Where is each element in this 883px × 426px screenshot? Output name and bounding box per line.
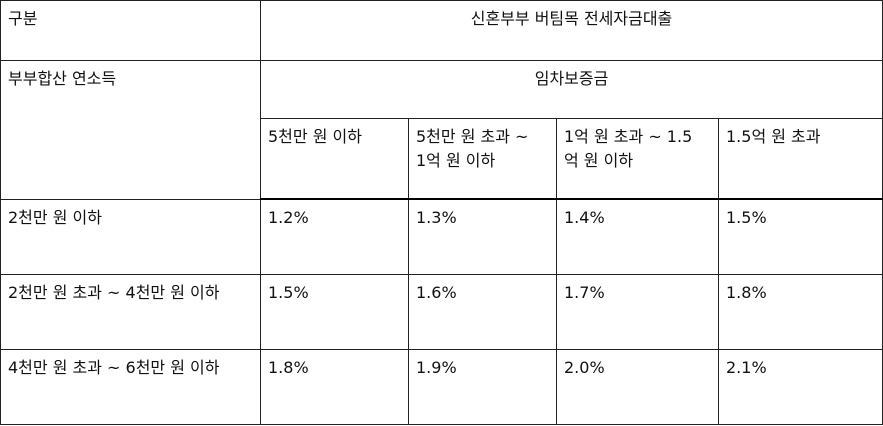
rate-cell: 2.0% bbox=[556, 349, 719, 425]
rate-cell: 1.5% bbox=[717, 198, 883, 275]
income-cell: 2천만 원 이하 bbox=[0, 198, 261, 275]
rate-cell: 1.4% bbox=[556, 198, 719, 275]
data-row: 2천만 원 이하 1.2% 1.3% 1.4% 1.5% bbox=[0, 198, 883, 275]
rate-cell: 1.9% bbox=[408, 349, 557, 425]
rate-cell: 1.6% bbox=[408, 274, 557, 350]
rate-cell: 2.1% bbox=[717, 349, 883, 425]
category-label: 구분 bbox=[0, 0, 261, 61]
loan-title: 신혼부부 버팀목 전세자금대출 bbox=[259, 0, 883, 61]
rate-cell: 1.2% bbox=[260, 198, 409, 275]
header-row: 구분 신혼부부 버팀목 전세자금대출 bbox=[0, 0, 883, 61]
income-cell: 2천만 원 초과 ~ 4천만 원 이하 bbox=[0, 274, 261, 350]
rate-cell: 1.8% bbox=[260, 349, 409, 425]
rate-cell: 1.8% bbox=[717, 274, 883, 350]
data-row: 4천만 원 초과 ~ 6천만 원 이하 1.8% 1.9% 2.0% 2.1% bbox=[0, 349, 883, 425]
header-row: 부부합산 연소득 임차보증금 bbox=[0, 60, 883, 200]
deposit-column: 5천만 원 초과 ~ 1억 원 이하 bbox=[408, 118, 557, 200]
income-cell: 4천만 원 초과 ~ 6천만 원 이하 bbox=[0, 349, 261, 425]
data-row: 2천만 원 초과 ~ 4천만 원 이하 1.5% 1.6% 1.7% 1.8% bbox=[0, 274, 883, 350]
deposit-column: 5천만 원 이하 bbox=[260, 118, 409, 200]
rate-cell: 1.7% bbox=[556, 274, 719, 350]
rate-cell: 1.3% bbox=[408, 198, 557, 275]
deposit-label: 임차보증금 bbox=[259, 60, 883, 119]
rate-cell: 1.5% bbox=[260, 274, 409, 350]
income-label: 부부합산 연소득 bbox=[0, 60, 261, 200]
header-row: 5천만 원 이하 5천만 원 초과 ~ 1억 원 이하 1억 원 초과 ~ 1.… bbox=[1, 118, 883, 200]
deposit-column: 1.5억 원 초과 bbox=[717, 118, 883, 200]
deposit-column: 1억 원 초과 ~ 1.5억 원 이하 bbox=[556, 118, 719, 200]
